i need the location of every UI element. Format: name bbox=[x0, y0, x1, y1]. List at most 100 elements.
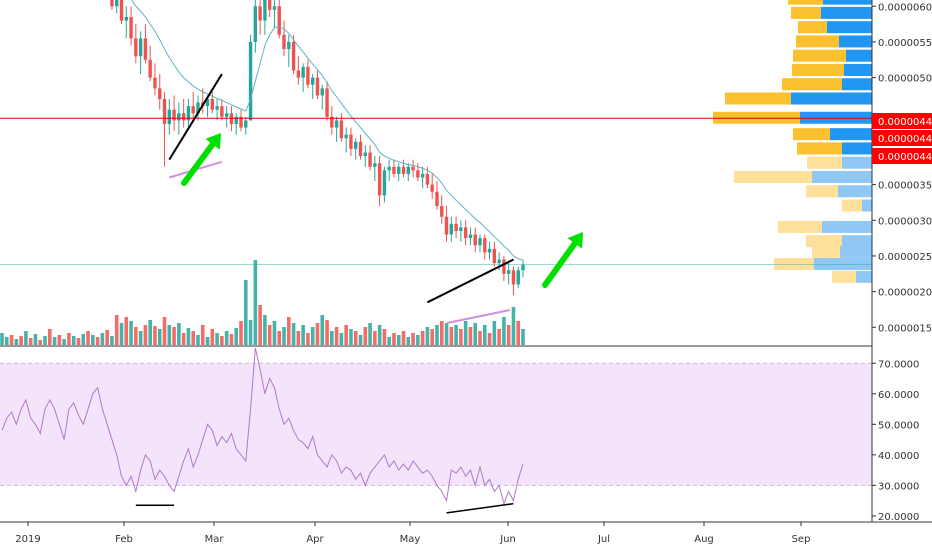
volume-bar-26 bbox=[119, 323, 124, 345]
candle-body-81 bbox=[382, 170, 387, 196]
profile-up-3 bbox=[827, 21, 872, 34]
volume-bar-7 bbox=[28, 338, 33, 345]
volume-bar-48 bbox=[224, 331, 229, 345]
candle-body-68 bbox=[320, 88, 324, 96]
candle-body-91 bbox=[430, 184, 434, 192]
volume-bar-56 bbox=[263, 315, 267, 345]
volume-bar-41 bbox=[191, 331, 195, 345]
candle-body-51 bbox=[239, 116, 243, 128]
volume-bar-89 bbox=[420, 331, 425, 345]
candle-body-64 bbox=[301, 66, 305, 78]
volume-bar-67 bbox=[315, 323, 320, 345]
volume-bar-59 bbox=[277, 331, 282, 345]
volume-bar-66 bbox=[310, 327, 315, 345]
volume-bar-28 bbox=[129, 321, 133, 345]
volume-bar-102 bbox=[482, 325, 487, 345]
candle-body-54 bbox=[253, 6, 258, 42]
candle-body-32 bbox=[148, 59, 152, 78]
profile-up-5 bbox=[846, 49, 872, 62]
candle-body-44 bbox=[205, 99, 210, 107]
volume-bar-73 bbox=[344, 325, 348, 345]
trendline-3 bbox=[426, 258, 514, 304]
time-tick-label-3: Mar bbox=[205, 534, 225, 545]
volume-bar-22 bbox=[100, 333, 105, 345]
candle-body-71 bbox=[334, 120, 339, 128]
candle-body-74 bbox=[349, 134, 353, 149]
volume-bar-12 bbox=[52, 337, 57, 345]
candle-body-107 bbox=[506, 270, 511, 274]
volume-bar-16 bbox=[71, 336, 76, 345]
profile-down-20 bbox=[832, 270, 856, 283]
volume-bar-80 bbox=[377, 325, 382, 345]
volume-bar-55 bbox=[258, 305, 262, 345]
volume-bar-10 bbox=[43, 336, 47, 345]
candle-body-41 bbox=[191, 106, 195, 114]
volume-bar-40 bbox=[186, 328, 191, 345]
rsi-tick-label-2: 60.0000 bbox=[878, 390, 919, 401]
green-arrow-2 bbox=[542, 232, 583, 288]
volume-bar-68 bbox=[320, 315, 325, 345]
volume-profile bbox=[713, 0, 872, 283]
candle-body-34 bbox=[158, 88, 162, 100]
volume-bar-6 bbox=[24, 331, 28, 345]
profile-up-8 bbox=[791, 92, 872, 105]
candle-body-76 bbox=[358, 141, 363, 157]
profile-down-15 bbox=[842, 199, 862, 212]
profile-down-8 bbox=[725, 92, 791, 105]
candle-body-56 bbox=[263, 0, 267, 21]
candle-body-72 bbox=[339, 120, 344, 139]
profile-down-1 bbox=[788, 0, 823, 5]
candle-body-57 bbox=[267, 0, 272, 10]
price-tag-bg-2 bbox=[872, 130, 932, 146]
volume-bar-21 bbox=[95, 337, 100, 345]
candle-body-85 bbox=[401, 166, 406, 174]
volume-bar-78 bbox=[368, 323, 372, 345]
candle-body-63 bbox=[296, 70, 301, 78]
profile-down-18 bbox=[812, 245, 840, 258]
candle-body-92 bbox=[435, 191, 439, 207]
profile-up-6 bbox=[844, 63, 872, 76]
volume-bar-8 bbox=[33, 334, 38, 345]
volume-bar-64 bbox=[301, 325, 305, 345]
volume-bar-34 bbox=[157, 329, 162, 345]
volume-bar-54 bbox=[253, 260, 258, 345]
profile-down-7 bbox=[782, 78, 842, 91]
time-tick-label-9: Sep bbox=[792, 534, 811, 545]
volume-bar-39 bbox=[181, 333, 186, 345]
rsi-line bbox=[1, 347, 524, 506]
rsi-pane[interactable] bbox=[0, 347, 872, 514]
volume-bar-103 bbox=[487, 333, 492, 345]
volume-bar-87 bbox=[411, 333, 415, 345]
candle-body-97 bbox=[459, 227, 463, 231]
candle-body-94 bbox=[444, 216, 449, 235]
time-tick-label-6: Jun bbox=[499, 534, 516, 545]
volume-bar-86 bbox=[406, 337, 411, 345]
profile-up-19 bbox=[814, 258, 872, 271]
candle-body-99 bbox=[468, 234, 473, 239]
candle-body-25 bbox=[115, 0, 119, 7]
candle-body-46 bbox=[215, 106, 219, 110]
candle-body-29 bbox=[134, 38, 138, 57]
profile-down-16 bbox=[778, 220, 822, 233]
price-tag-2: 0.00000443 bbox=[878, 134, 932, 145]
price-pane[interactable] bbox=[0, 0, 525, 296]
price-tag-bg-3 bbox=[872, 148, 932, 164]
profile-up-11 bbox=[842, 142, 872, 155]
time-tick-label-5: May bbox=[400, 534, 421, 545]
profile-up-12 bbox=[842, 156, 872, 169]
candle-body-60 bbox=[282, 34, 286, 50]
candle-body-38 bbox=[177, 113, 181, 121]
rsi-band bbox=[0, 363, 872, 486]
candle-body-78 bbox=[368, 152, 372, 167]
volume-bar-83 bbox=[392, 333, 396, 345]
profile-down-12 bbox=[807, 156, 842, 169]
volume-bar-15 bbox=[67, 333, 71, 345]
volume-bar-61 bbox=[287, 317, 291, 345]
volume-bar-32 bbox=[148, 320, 152, 345]
